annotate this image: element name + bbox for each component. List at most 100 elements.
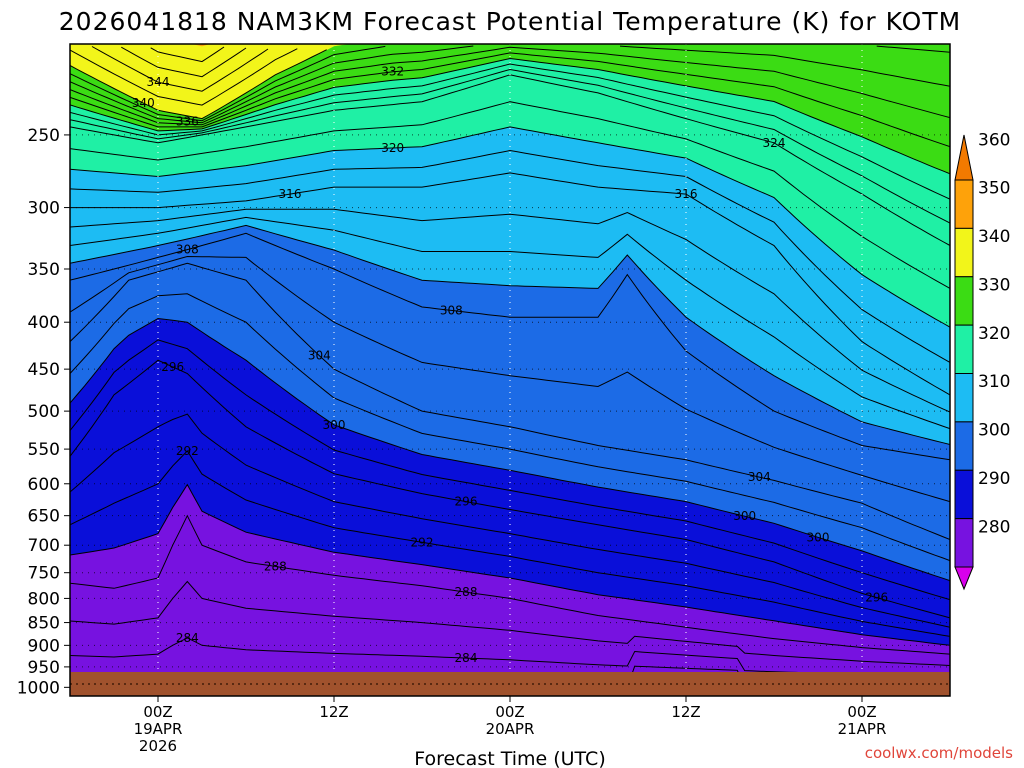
contour-label-308: 308 <box>440 303 463 317</box>
contour-label-288: 288 <box>264 559 287 573</box>
colorbar-box-320 <box>954 324 974 374</box>
colorbar-label-330: 330 <box>978 275 1010 295</box>
x-tick-label-30-1: 20APR <box>486 720 535 738</box>
isentrope-316 <box>70 172 950 396</box>
y-tick-label-750: 750 <box>28 564 60 584</box>
contour-label-304: 304 <box>748 470 771 484</box>
colorbar-label-350: 350 <box>978 179 1010 199</box>
x-axis-label: Forecast Time (UTC) <box>414 748 605 768</box>
contour-label-304: 304 <box>308 349 331 363</box>
colorbar-label-360: 360 <box>978 130 1010 150</box>
colorbar-box-340 <box>954 227 974 278</box>
isentrope-348 <box>150 46 225 63</box>
isentrope-332 <box>70 52 950 148</box>
colorbar-label-340: 340 <box>978 227 1010 247</box>
colorbar-box-330 <box>954 276 974 326</box>
isentrope-292 <box>70 450 950 637</box>
colorbar-box-280 <box>954 518 974 568</box>
isentrope-326 <box>70 68 950 224</box>
y-tick-label-950: 950 <box>28 658 60 678</box>
contour-label-296: 296 <box>865 591 888 605</box>
contour-label-320: 320 <box>381 141 404 155</box>
y-tick-label-800: 800 <box>28 589 60 609</box>
colorbar-top-arrow <box>954 134 974 181</box>
contour-label-300: 300 <box>807 530 830 544</box>
y-tick-label-400: 400 <box>28 313 60 333</box>
x-tick-label-54-0: 00Z <box>847 703 876 721</box>
isentrope-308 <box>70 232 950 461</box>
credit-text: coolwx.com/models <box>865 744 1013 762</box>
colorbar-label-290: 290 <box>978 469 1010 489</box>
isentrope-298 <box>70 339 950 601</box>
isentrope-284 <box>70 637 799 672</box>
contour-label-344: 344 <box>147 75 170 89</box>
isentrope-330 <box>70 57 950 175</box>
isentrope-320 <box>70 126 950 328</box>
y-tick-label-250: 250 <box>28 126 60 146</box>
colorbar-label-280: 280 <box>978 517 1010 537</box>
x-tick-label-18-0: 12Z <box>319 703 348 721</box>
isentrope-302 <box>70 293 950 562</box>
isentrope-312 <box>70 216 950 430</box>
y-tick-label-500: 500 <box>28 402 60 422</box>
isentrope-306 <box>70 255 950 503</box>
isentrope-318 <box>70 149 950 363</box>
isentrope-286 <box>70 580 950 666</box>
colorbar-box-300 <box>954 421 974 471</box>
contour-label-340: 340 <box>132 96 155 110</box>
isentrope-338 <box>70 45 950 122</box>
y-tick-label-300: 300 <box>28 199 60 219</box>
y-tick-label-350: 350 <box>28 260 60 280</box>
theta-band-340-350 <box>70 44 950 119</box>
contour-label-308: 308 <box>176 243 199 257</box>
contour-label-300: 300 <box>733 509 756 523</box>
x-tick-label-42-0: 12Z <box>671 703 700 721</box>
y-tick-label-450: 450 <box>28 360 60 380</box>
isentrope-342 <box>70 48 298 106</box>
colorbar-box-310 <box>954 373 974 423</box>
contour-label-292: 292 <box>176 444 199 458</box>
y-axis: 2503003504004505005506006507007508008509… <box>17 126 70 698</box>
contour-labels: 344 340 336 332 324 320 316 316 308 308 304 304 300 3… <box>132 65 888 665</box>
isentrope-314 <box>70 208 950 413</box>
contour-label-316: 316 <box>279 187 302 201</box>
contour-label-296: 296 <box>455 495 478 509</box>
x-tick-label-6-2: 2026 <box>139 737 177 755</box>
contour-label-332: 332 <box>381 65 404 79</box>
chart-title: 2026041818 NAM3KM Forecast Potential Tem… <box>59 7 961 36</box>
isentrope-334 <box>70 46 950 126</box>
y-tick-label-1000: 1000 <box>17 678 60 698</box>
isentrope-346 <box>121 46 247 78</box>
colorbar-box-290 <box>954 469 974 520</box>
y-tick-label-650: 650 <box>28 507 60 527</box>
y-tick-label-900: 900 <box>28 636 60 656</box>
x-tick-label-54-1: 21APR <box>838 720 887 738</box>
contour-label-288: 288 <box>455 585 478 599</box>
isentrope-310 <box>70 224 950 445</box>
isentrope-296 <box>70 359 950 619</box>
isentrope-336 <box>70 45 950 124</box>
contour-label-300: 300 <box>323 418 346 432</box>
colorbar-label-300: 300 <box>978 421 1010 441</box>
y-tick-label-550: 550 <box>28 440 60 460</box>
x-tick-label-6-1: 19APR <box>134 720 183 738</box>
isentrope-344 <box>91 46 269 92</box>
isentrope-328 <box>70 63 950 200</box>
isentrope-294 <box>70 413 950 628</box>
contour-label-296: 296 <box>161 360 184 374</box>
colorbar-label-320: 320 <box>978 324 1010 344</box>
isentrope-304 <box>70 262 950 540</box>
isentrope-322 <box>70 101 950 289</box>
isentrope-340 <box>70 49 327 120</box>
y-tick-label-600: 600 <box>28 475 60 495</box>
contour-label-336: 336 <box>176 114 199 128</box>
contour-label-292: 292 <box>411 535 434 549</box>
colorbar-bottom-arrow <box>954 566 974 591</box>
contour-label-316: 316 <box>675 187 698 201</box>
contour-label-284: 284 <box>176 631 199 645</box>
plot-area: 344 340 336 332 324 320 316 316 308 308 304 304 300 3… <box>70 44 950 672</box>
colorbar-box-350 <box>954 179 974 229</box>
colorbar-label-310: 310 <box>978 372 1010 392</box>
